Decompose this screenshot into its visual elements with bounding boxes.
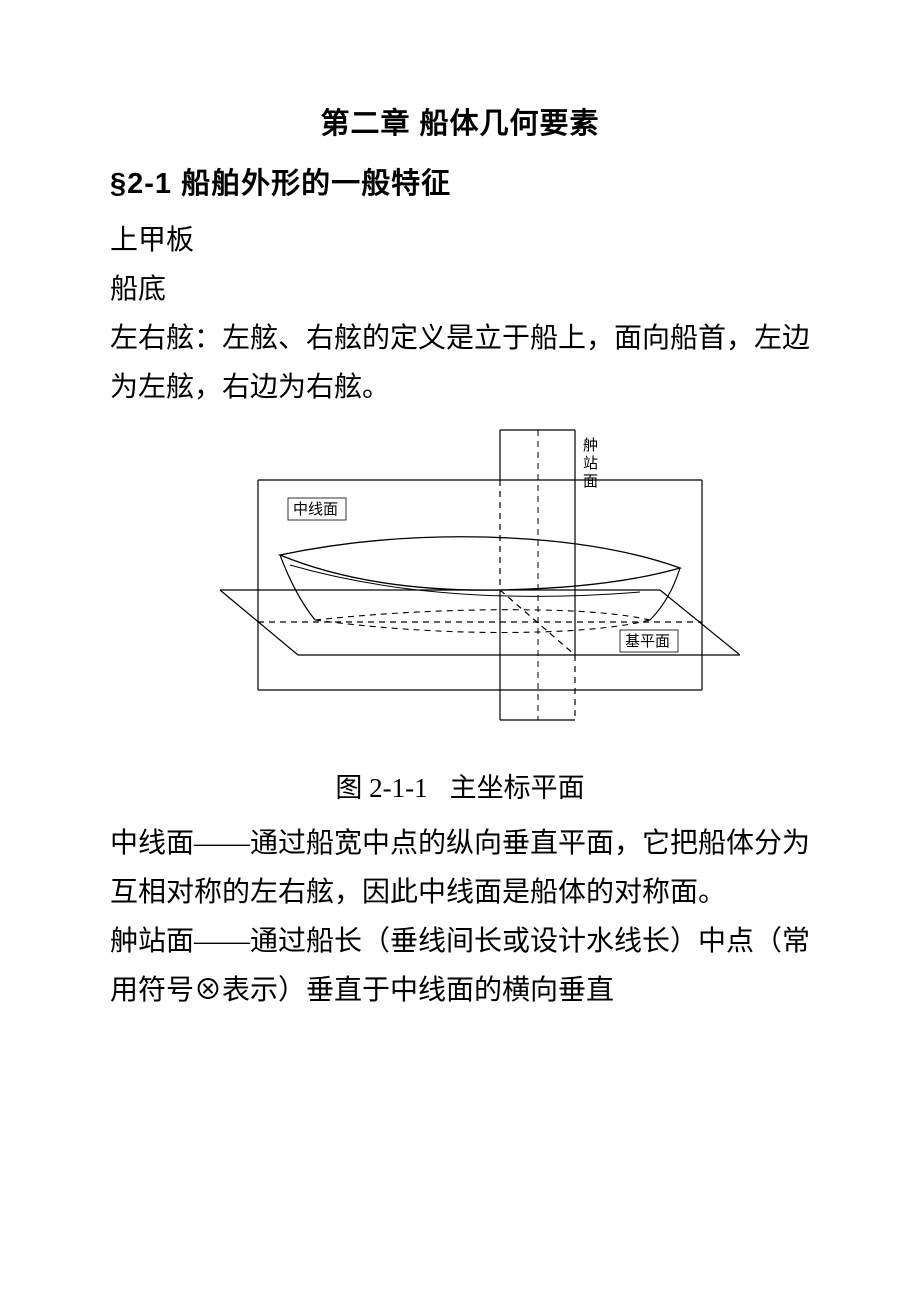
section-title: §2-1 船舶外形的一般特征 bbox=[110, 160, 810, 202]
figure-caption: 图 2-1-1 主坐标平面 bbox=[110, 766, 810, 805]
paragraph-4: 中线面——通过船宽中点的纵向垂直平面，它把船体分为互相对称的左右舷，因此中线面是… bbox=[110, 819, 810, 917]
paragraph-3: 左右舷：左舷、右舷的定义是立于船上，面向船首，左边为左舷，右边为右舷。 bbox=[110, 314, 810, 412]
figure-coordinate-planes: 中线面 舯 站 面 基平面 bbox=[110, 420, 810, 750]
paragraph-1: 上甲板 bbox=[110, 216, 810, 265]
label-centerline-plane: 中线面 bbox=[293, 501, 338, 518]
paragraph-2: 船底 bbox=[110, 265, 810, 314]
coordinate-planes-diagram: 中线面 舯 站 面 基平面 bbox=[180, 420, 740, 750]
midship-plane bbox=[500, 430, 575, 720]
label-midship-c3: 面 bbox=[583, 474, 598, 490]
figure-number: 图 2-1-1 bbox=[335, 773, 427, 803]
label-base-plane: 基平面 bbox=[625, 633, 670, 650]
label-midship-c1: 舯 bbox=[583, 437, 598, 454]
chapter-title: 第二章 船体几何要素 bbox=[110, 100, 810, 142]
figure-caption-text: 主坐标平面 bbox=[450, 773, 585, 803]
paragraph-5: 舯站面——通过船长（垂线间长或设计水线长）中点（常用符号⊗表示）垂直于中线面的横… bbox=[110, 917, 810, 1015]
document-page: 第二章 船体几何要素 §2-1 船舶外形的一般特征 上甲板 船底 左右舷：左舷、… bbox=[0, 0, 920, 1075]
hull-outline bbox=[280, 537, 680, 633]
label-midship-c2: 站 bbox=[583, 455, 598, 472]
